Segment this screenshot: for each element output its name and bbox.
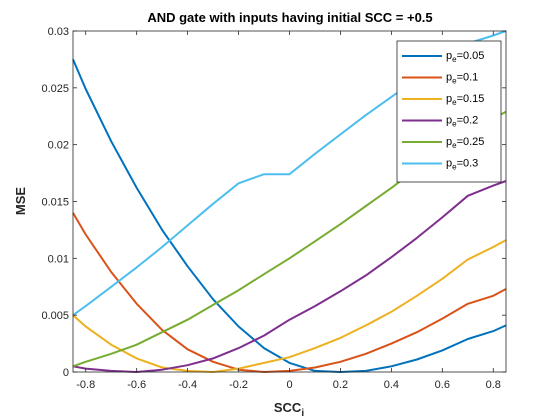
- series-line-p-e-0-05: [72, 59, 507, 373]
- series-line-p-e-0-15: [72, 239, 507, 373]
- legend-label-sub: e: [452, 55, 457, 64]
- y-axis: 0 0.005 0.01 0.015 0.02 0.025 0.03: [41, 26, 506, 379]
- y-tick-label: 0.025: [41, 83, 69, 95]
- x-tick-label: 0.2: [333, 379, 348, 391]
- legend-label-tail: =0.3: [457, 158, 479, 170]
- legend-label-sub: e: [452, 120, 457, 129]
- x-tick-label: 0.8: [486, 379, 501, 391]
- legend-label-tail: =0.1: [457, 72, 479, 84]
- x-tick-label: -0.8: [76, 379, 95, 391]
- x-tick-label: -0.2: [229, 379, 248, 391]
- legend-label-main: p: [446, 50, 452, 62]
- x-tick-label: 0: [286, 379, 292, 391]
- y-axis-label: MSE: [13, 187, 28, 216]
- legend-label-tail: =0.2: [457, 115, 479, 127]
- legend-label-main: p: [446, 115, 452, 127]
- x-tick-label: -0.6: [127, 379, 146, 391]
- x-axis: -0.8 -0.6 -0.4 -0.2 0 0.2 0.4 0.6 0.8: [76, 31, 501, 391]
- legend-label: pe=0.25: [446, 136, 484, 150]
- x-axis-label-sub: i: [301, 408, 304, 419]
- legend-label-tail: =0.05: [457, 50, 485, 62]
- y-tick-label: 0.015: [41, 197, 69, 209]
- legend-label: pe=0.3: [446, 158, 478, 172]
- legend-label-sub: e: [452, 163, 457, 172]
- legend-label: pe=0.15: [446, 93, 484, 107]
- legend-label-tail: =0.25: [457, 136, 485, 148]
- legend-label: pe=0.05: [446, 50, 484, 64]
- x-axis-label-main: SCC: [274, 400, 302, 415]
- x-tick-label: -0.4: [178, 379, 197, 391]
- legend-label: pe=0.1: [446, 72, 478, 86]
- x-tick-label: 0.6: [435, 379, 450, 391]
- y-tick-label: 0.02: [48, 140, 69, 152]
- chart-title: AND gate with inputs having initial SCC …: [147, 10, 432, 25]
- legend-label-sub: e: [452, 98, 457, 107]
- legend-box: [396, 40, 502, 183]
- x-axis-label: SCCi: [274, 400, 304, 419]
- legend-label-main: p: [446, 72, 452, 84]
- legend-label-main: p: [446, 93, 452, 105]
- legend-label-main: p: [446, 136, 452, 148]
- legend-label-tail: =0.15: [457, 93, 485, 105]
- y-tick-label: 0: [63, 367, 69, 379]
- x-tick-label: 0.4: [384, 379, 399, 391]
- legend-label-sub: e: [452, 77, 457, 86]
- y-tick-label: 0.005: [41, 310, 69, 322]
- legend-label: pe=0.2: [446, 115, 478, 129]
- y-tick-label: 0.01: [48, 253, 69, 265]
- y-tick-label: 0.03: [48, 26, 69, 38]
- legend-label-main: p: [446, 158, 452, 170]
- legend-label-sub: e: [452, 141, 457, 150]
